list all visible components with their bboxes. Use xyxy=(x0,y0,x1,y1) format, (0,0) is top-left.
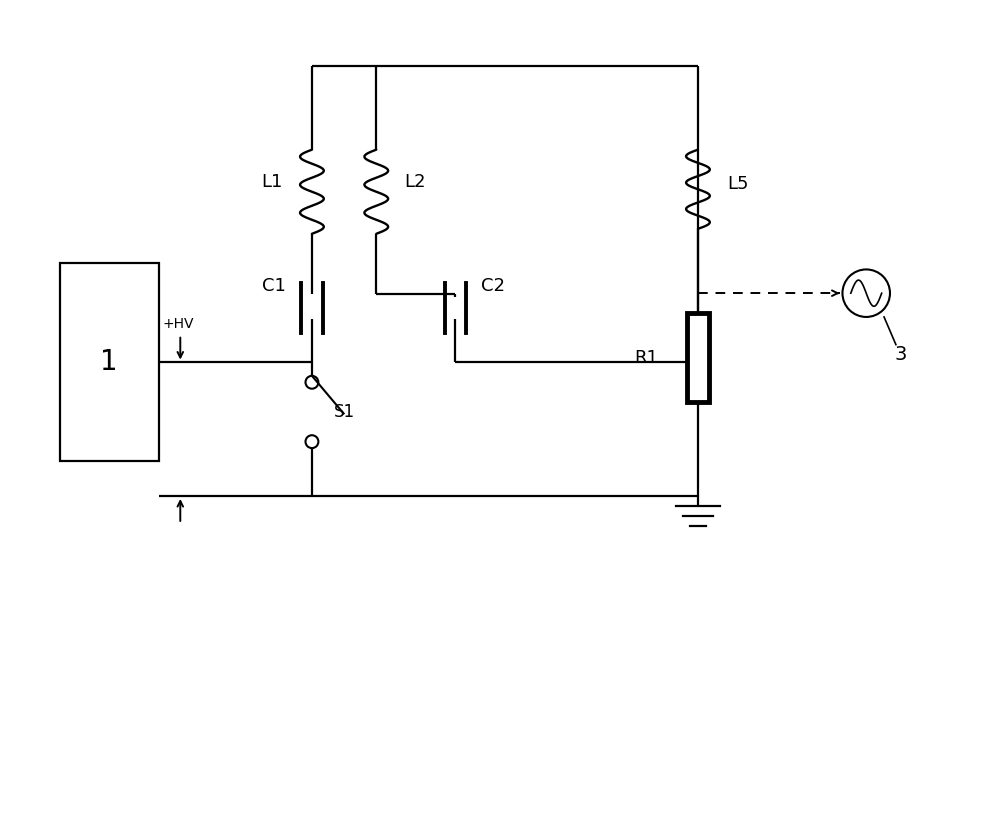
Text: L5: L5 xyxy=(728,176,749,194)
Text: 3: 3 xyxy=(895,345,907,364)
Bar xyxy=(687,313,709,402)
Text: L2: L2 xyxy=(404,173,425,191)
Text: C1: C1 xyxy=(262,277,286,295)
Text: 1: 1 xyxy=(100,349,118,377)
Text: S1: S1 xyxy=(334,403,355,421)
Text: C2: C2 xyxy=(481,277,505,295)
Text: +HV: +HV xyxy=(162,317,194,331)
Text: L1: L1 xyxy=(261,173,282,191)
Bar xyxy=(60,264,159,462)
Text: R1: R1 xyxy=(635,349,658,367)
